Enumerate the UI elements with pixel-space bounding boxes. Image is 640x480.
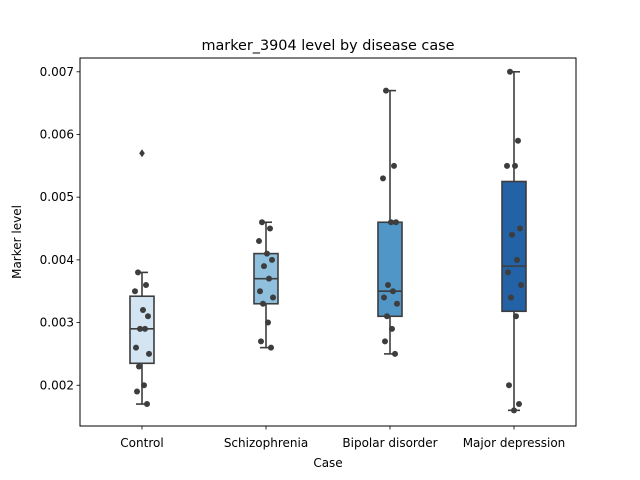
data-point (382, 338, 388, 345)
data-point (145, 313, 151, 320)
y-tick-label: 0.002 (40, 378, 74, 392)
box-iqr (501, 180, 527, 313)
y-axis-label: Marker level (10, 205, 24, 279)
data-point (137, 325, 143, 332)
box-iqr (377, 221, 403, 318)
x-axis-label: Case (313, 456, 342, 470)
data-point (146, 350, 152, 357)
data-point (141, 382, 147, 389)
data-point (506, 382, 512, 389)
data-point (509, 231, 515, 238)
x-tick-label: Bipolar disorder (342, 436, 437, 450)
x-tick-label: Major depression (463, 436, 566, 450)
data-point (513, 313, 519, 320)
data-point (392, 350, 398, 357)
data-point (384, 313, 390, 320)
data-point (393, 219, 399, 226)
data-point (391, 162, 397, 169)
data-point (134, 388, 140, 395)
data-point (132, 288, 138, 295)
data-point (261, 263, 267, 270)
data-point (511, 407, 517, 414)
data-point (264, 250, 270, 257)
box-group (129, 149, 155, 405)
y-tick-label: 0.005 (40, 190, 74, 204)
data-point (268, 344, 274, 351)
data-point (512, 162, 518, 169)
data-point (260, 300, 266, 307)
chart-title: marker_3904 level by disease case (201, 38, 454, 54)
y-tick-label: 0.003 (40, 316, 74, 330)
data-point (143, 281, 149, 288)
y-tick-label: 0.006 (40, 127, 74, 141)
data-point (266, 275, 272, 282)
boxes-layer (129, 70, 527, 412)
x-axis: Control Schizophrenia Bipolar disorder Majo… (120, 426, 565, 450)
data-point (265, 319, 271, 326)
data-point (516, 401, 522, 408)
points-layer (132, 68, 524, 414)
box-group (501, 70, 527, 412)
data-point (518, 281, 524, 288)
data-point (267, 225, 273, 232)
data-point (140, 307, 146, 314)
data-point (257, 288, 263, 295)
data-point (504, 162, 510, 169)
x-tick-label: Control (120, 436, 163, 450)
y-tick-label: 0.007 (40, 65, 74, 79)
data-point (383, 87, 389, 94)
data-point (505, 269, 511, 276)
data-point (515, 137, 521, 144)
y-axis: 0.002 0.003 0.004 0.005 0.006 0.007 (40, 65, 80, 392)
data-point (508, 294, 514, 301)
data-point (142, 325, 148, 332)
data-point (380, 175, 386, 182)
data-point (385, 281, 391, 288)
data-point (258, 338, 264, 345)
data-point (389, 325, 395, 332)
x-tick-label: Schizophrenia (224, 436, 308, 450)
data-point (517, 225, 523, 232)
data-point (388, 219, 394, 226)
data-point (133, 344, 139, 351)
data-point (270, 294, 276, 301)
plot-frame (79, 57, 577, 427)
data-point (136, 363, 142, 370)
box-group (377, 89, 403, 355)
data-point (269, 256, 275, 263)
data-point (135, 269, 141, 276)
outlier-marker (139, 149, 145, 158)
data-point (394, 300, 400, 307)
data-point (259, 219, 265, 226)
data-point (514, 256, 520, 263)
data-point (381, 294, 387, 301)
data-point (507, 68, 513, 75)
data-point (144, 401, 150, 408)
y-tick-label: 0.004 (40, 253, 74, 267)
data-point (256, 238, 262, 245)
data-point (390, 288, 396, 295)
